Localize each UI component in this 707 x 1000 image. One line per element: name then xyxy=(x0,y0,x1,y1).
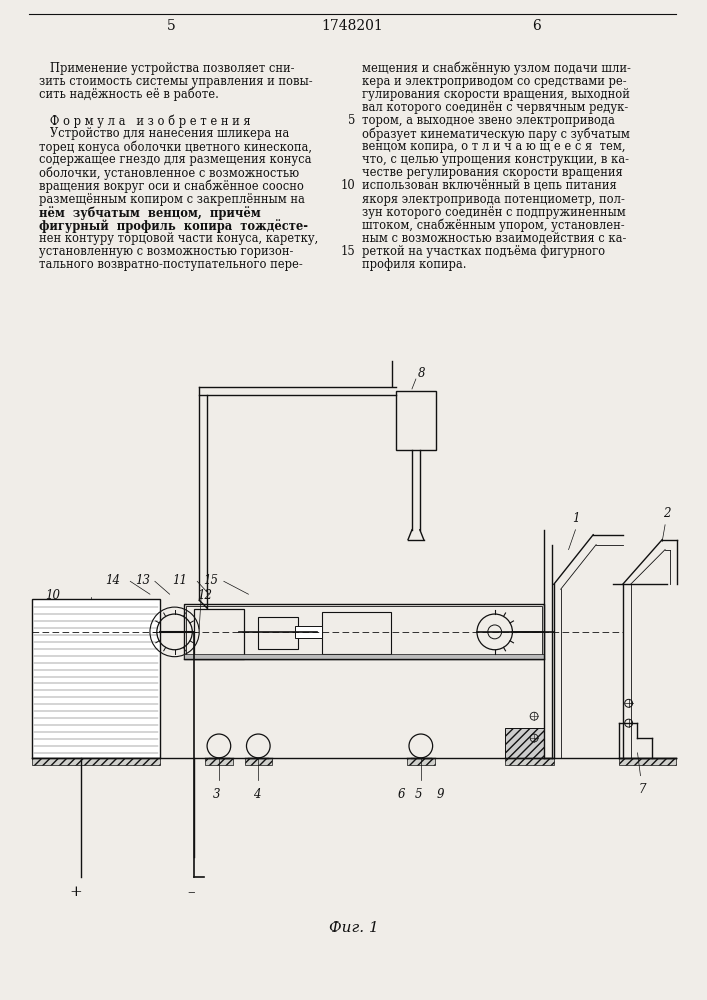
Text: Ф о р м у л а   и з о б р е т е н и я: Ф о р м у л а и з о б р е т е н и я xyxy=(39,114,250,128)
Text: профиля копира.: профиля копира. xyxy=(362,258,466,271)
Text: ным с возможностью взаимодействия с ка-: ным с возможностью взаимодействия с ка- xyxy=(362,232,626,245)
Text: –: – xyxy=(187,885,195,899)
Text: 5: 5 xyxy=(349,114,356,127)
Text: 1: 1 xyxy=(572,512,579,525)
Text: 5: 5 xyxy=(168,19,176,33)
Text: зун которого соединён с подпружиненным: зун которого соединён с подпружиненным xyxy=(362,206,626,219)
Text: торец конуса оболочки цветного кинескопа,: торец конуса оболочки цветного кинескопа… xyxy=(39,140,312,154)
Text: 13: 13 xyxy=(136,574,151,587)
Text: кера и электроприводом со средствами ре-: кера и электроприводом со средствами ре- xyxy=(362,75,626,88)
Text: 6: 6 xyxy=(532,19,540,33)
Text: 14: 14 xyxy=(105,574,120,587)
Text: Фиг. 1: Фиг. 1 xyxy=(329,921,379,935)
Text: честве регулирования скорости вращения: честве регулирования скорости вращения xyxy=(362,166,622,179)
Bar xyxy=(407,758,435,765)
Bar xyxy=(187,606,542,657)
Text: +: + xyxy=(70,885,83,899)
Bar xyxy=(258,617,298,649)
Text: зить стоимость системы управления и повы-: зить стоимость системы управления и повы… xyxy=(39,75,312,88)
Text: 5: 5 xyxy=(415,788,423,801)
Bar xyxy=(185,654,544,659)
Bar xyxy=(396,391,436,450)
Text: 8: 8 xyxy=(418,367,426,380)
Text: тором, а выходное звено электропривода: тором, а выходное звено электропривода xyxy=(362,114,614,127)
Text: использован включённый в цепь питания: использован включённый в цепь питания xyxy=(362,179,617,192)
Text: гулирования скорости вращения, выходной: гулирования скорости вращения, выходной xyxy=(362,88,630,101)
Text: штоком, снабжённым упором, установлен-: штоком, снабжённым упором, установлен- xyxy=(362,219,624,232)
Bar xyxy=(505,758,554,765)
Text: 10: 10 xyxy=(45,589,61,602)
Text: 15: 15 xyxy=(204,574,218,587)
Bar xyxy=(32,599,160,758)
Text: 3: 3 xyxy=(214,788,221,801)
Text: вращения вокруг оси и снабжённое соосно: вращения вокруг оси и снабжённое соосно xyxy=(39,179,303,193)
Bar xyxy=(32,758,160,765)
Text: 12: 12 xyxy=(197,589,212,602)
Text: 11: 11 xyxy=(172,574,187,587)
Bar xyxy=(505,728,544,758)
Text: якоря электропривода потенциометр, пол-: якоря электропривода потенциометр, пол- xyxy=(362,193,624,206)
Text: фигурный  профиль  копира  тождёсте-: фигурный профиль копира тождёсте- xyxy=(39,219,308,233)
Text: 2: 2 xyxy=(663,507,671,520)
Text: мещения и снабжённую узлом подачи шли-: мещения и снабжённую узлом подачи шли- xyxy=(362,62,631,75)
Text: размещённым копиром с закреплённым на: размещённым копиром с закреплённым на xyxy=(39,193,305,206)
Text: сить надёжность её в работе.: сить надёжность её в работе. xyxy=(39,88,218,101)
Bar xyxy=(205,758,233,765)
Text: венцом копира, о т л и ч а ю щ е е с я  тем,: венцом копира, о т л и ч а ю щ е е с я т… xyxy=(362,140,625,153)
Text: реткой на участках подъёма фигурного: реткой на участках подъёма фигурного xyxy=(362,245,605,258)
Text: 15: 15 xyxy=(341,245,356,258)
Text: что, с целью упрощения конструкции, в ка-: что, с целью упрощения конструкции, в ка… xyxy=(362,153,629,166)
Text: 4: 4 xyxy=(252,788,260,801)
Text: 9: 9 xyxy=(437,788,444,801)
Text: 7: 7 xyxy=(638,783,646,796)
Bar xyxy=(245,758,272,765)
Text: вал которого соединён с червячным редук-: вал которого соединён с червячным редук- xyxy=(362,101,628,114)
Text: нём  зубчатым  венцом,  причём: нём зубчатым венцом, причём xyxy=(39,206,260,220)
Bar xyxy=(322,612,391,654)
Text: Применение устройства позволяет сни-: Применение устройства позволяет сни- xyxy=(39,62,294,75)
Text: образует кинематическую пару с зубчатым: образует кинематическую пару с зубчатым xyxy=(362,127,630,141)
Text: 10: 10 xyxy=(341,179,356,192)
Text: содержащее гнездо для размещения конуса: содержащее гнездо для размещения конуса xyxy=(39,153,311,166)
Text: установленную с возможностью горизон-: установленную с возможностью горизон- xyxy=(39,245,293,258)
Bar xyxy=(295,626,322,638)
Text: 1748201: 1748201 xyxy=(321,19,382,33)
Bar xyxy=(185,604,544,659)
Text: Устройство для нанесения шликера на: Устройство для нанесения шликера на xyxy=(39,127,289,140)
Text: оболочки, установленное с возможностью: оболочки, установленное с возможностью xyxy=(39,166,299,180)
Bar xyxy=(619,758,676,765)
Text: нен контуру торцовой части конуса, каретку,: нен контуру торцовой части конуса, карет… xyxy=(39,232,318,245)
Bar xyxy=(194,609,243,659)
Text: тального возвратно-поступательного пере-: тального возвратно-поступательного пере- xyxy=(39,258,303,271)
Text: 6: 6 xyxy=(397,788,405,801)
